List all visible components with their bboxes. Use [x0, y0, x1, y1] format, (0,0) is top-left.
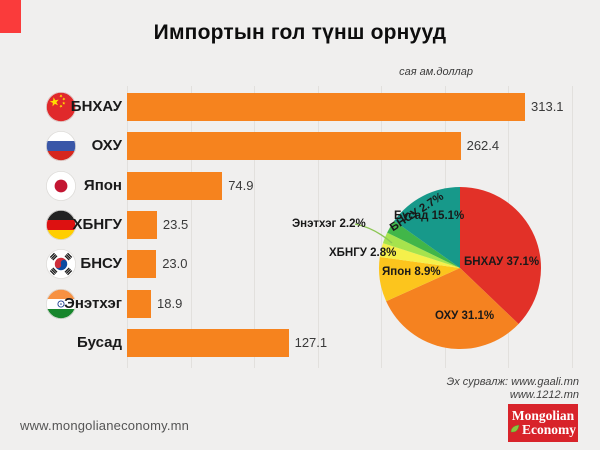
- bar-row-label: Энэтхэг: [64, 294, 122, 312]
- source-text: Эх сурвалж: www.gaali.mn www.1212.mn: [447, 376, 579, 401]
- bar-row-label: ОХУ: [91, 137, 122, 155]
- pie-chart: [379, 187, 542, 350]
- corner-accent: [0, 0, 21, 33]
- pie-label: БНХАУ 37.1%: [464, 256, 540, 268]
- pie-slice-5: [382, 232, 460, 268]
- flag-china-icon: [46, 92, 76, 122]
- gridline: [127, 86, 128, 368]
- logo: Mongolian Economy: [508, 404, 578, 442]
- gridline: [571, 86, 573, 368]
- flag-india-icon: [46, 288, 76, 319]
- logo-text-line2: Economy: [522, 422, 576, 437]
- pie-slice-3: [379, 256, 460, 302]
- bar-row-label: БНХАУ: [70, 98, 122, 115]
- logo-text-line1: Mongolian: [511, 408, 575, 423]
- bar-row-label: Япон: [83, 176, 122, 194]
- unit-label: сая ам.доллар: [399, 66, 473, 78]
- pie-label: ОХУ 31.1%: [435, 310, 495, 322]
- leaf-icon: [510, 423, 521, 437]
- gridline: [254, 86, 256, 368]
- source-line-1: Эх сурвалж: www.gaali.mn: [446, 376, 579, 388]
- pie-slice-6: [387, 220, 460, 268]
- gridline: [317, 86, 319, 368]
- page-title: Импортын гол түнш орнууд: [153, 21, 447, 44]
- pie-slice-4: [379, 243, 460, 268]
- pie-label: Япон 8.9%: [382, 266, 441, 278]
- pie-slice-7: [394, 187, 460, 268]
- bar-row-label: БНСУ: [80, 255, 122, 273]
- gridline: [190, 86, 192, 368]
- gridline: [381, 86, 383, 368]
- source-line-2: www.1212.mn: [509, 388, 579, 401]
- leader-line: [354, 223, 393, 244]
- flag-russia-icon: [46, 131, 76, 162]
- flag-germany-icon: [46, 209, 76, 240]
- flag-south-korea-icon: [46, 249, 76, 280]
- site-url: www.mongolianeconomy.mn: [20, 418, 190, 433]
- pie-slice-2: [386, 268, 519, 350]
- pie-label: ХБНГУ 2.8%: [329, 247, 397, 259]
- pie-label: Бусад 15.1%: [394, 210, 465, 222]
- pie-slice-1: [460, 187, 542, 324]
- flag-japan-icon: [46, 170, 76, 201]
- pie-label: Энэтхэг 2.2%: [292, 218, 366, 230]
- bar-row-label: Бусад: [77, 333, 122, 351]
- bar-row-label: ХБНГУ: [72, 215, 122, 233]
